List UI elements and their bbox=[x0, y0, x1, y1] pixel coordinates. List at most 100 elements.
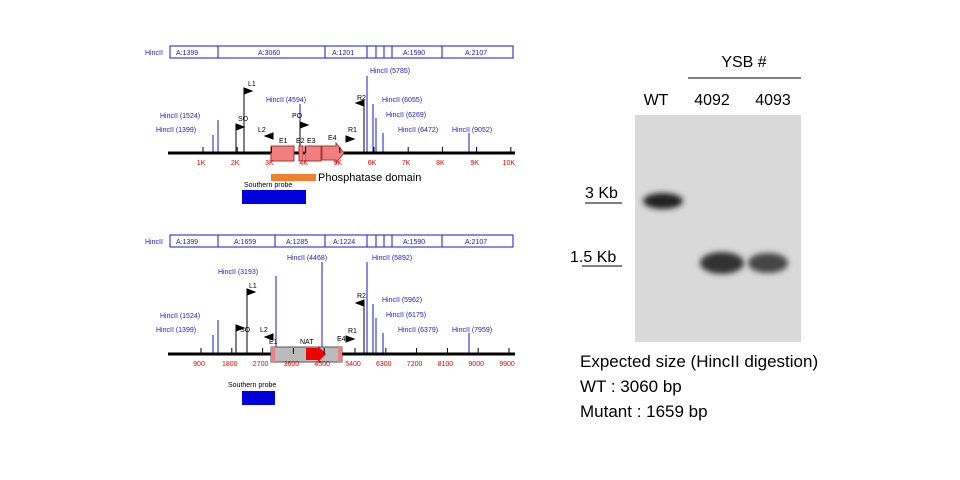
site-label: HincII (7959) bbox=[452, 327, 492, 334]
fragment: A:1285 bbox=[286, 239, 308, 246]
marker-label: 1.5 Kb bbox=[570, 249, 616, 266]
tick-label: 5K bbox=[334, 160, 343, 167]
restriction-cuts bbox=[217, 46, 443, 58]
primer-label: R2 bbox=[357, 293, 366, 300]
axis: 900 1800 2700 3600 4500 5400 6300 7200 8100 9000 9… bbox=[193, 348, 515, 368]
probe-bar bbox=[242, 190, 306, 204]
primer-label: SO bbox=[240, 327, 251, 334]
tick-label: 6300 bbox=[376, 361, 392, 368]
primer-label: L2 bbox=[258, 127, 266, 134]
tick-label: 5400 bbox=[345, 361, 361, 368]
fragment: A:1399 bbox=[176, 50, 198, 57]
note: Mutant : 1659 bp bbox=[580, 402, 708, 421]
fragment: A:2107 bbox=[465, 50, 487, 57]
fragment: A:1201 bbox=[332, 50, 354, 57]
probe-bar bbox=[242, 391, 275, 405]
tick-label: 7K bbox=[402, 160, 411, 167]
feature-label: NAT bbox=[300, 339, 314, 346]
primer-label: SO bbox=[238, 116, 249, 123]
site-label: HincII (1524) bbox=[160, 113, 200, 120]
tick-label: 8K bbox=[436, 160, 445, 167]
note: WT : 3060 bp bbox=[580, 377, 682, 396]
site-label: HincII (3193) bbox=[218, 269, 258, 276]
band bbox=[643, 193, 683, 209]
site-label: HincII (4468) bbox=[287, 255, 327, 262]
restriction-bar bbox=[169, 234, 514, 248]
tick-label: 9K bbox=[470, 160, 479, 167]
lane-label: 4093 bbox=[755, 92, 791, 109]
lane-label: WT bbox=[644, 92, 669, 109]
tick-label: 4500 bbox=[314, 361, 330, 368]
group-label: YSB # bbox=[721, 54, 766, 71]
tick-label: 3K bbox=[265, 160, 274, 167]
tick-label: 900 bbox=[193, 361, 205, 368]
primer-label: PO bbox=[292, 113, 303, 120]
tick-label: 7200 bbox=[407, 361, 423, 368]
tick-label: 6K bbox=[368, 160, 377, 167]
feature-label: E1 bbox=[269, 339, 278, 346]
primer-label: R1 bbox=[348, 328, 357, 335]
probe-label: Southern probe bbox=[228, 382, 276, 389]
marker-label: 3 Kb bbox=[585, 185, 618, 202]
fragment: A:1224 bbox=[333, 239, 355, 246]
fragment: A:3060 bbox=[258, 50, 280, 57]
fragment: A:1590 bbox=[403, 50, 425, 57]
primer-label: R2 bbox=[357, 95, 366, 102]
band bbox=[700, 252, 744, 274]
fragment: A:1590 bbox=[403, 239, 425, 246]
site-label: HincII (6379) bbox=[398, 327, 438, 334]
exon-label: E2 bbox=[296, 138, 305, 145]
tick-label: 9900 bbox=[499, 361, 515, 368]
gel-panel: YSB # WT 4092 4093 3 Kb 1.5 Kb Expected … bbox=[570, 54, 818, 421]
primer-flags bbox=[235, 288, 365, 354]
primer-label: L1 bbox=[248, 81, 256, 88]
axis: 1K 2K 3K 4K 5K 6K 7K 8K 9K 10K bbox=[197, 147, 516, 167]
site-label: HincII (1399) bbox=[156, 327, 196, 334]
restriction-bar bbox=[169, 45, 514, 59]
domain-bar bbox=[271, 174, 316, 181]
tick-label: 3600 bbox=[284, 361, 300, 368]
site-label: HincII (9052) bbox=[452, 127, 492, 134]
site-label: HincII (5962) bbox=[382, 297, 422, 304]
fragment: A:1659 bbox=[234, 239, 256, 246]
tick-label: 8100 bbox=[438, 361, 454, 368]
feature-label: E4 bbox=[337, 336, 346, 343]
exon-label: E3 bbox=[307, 138, 316, 145]
site-label: HincII (1399) bbox=[156, 127, 196, 134]
tick-label: 2700 bbox=[253, 361, 269, 368]
site-label: HincII (6269) bbox=[386, 112, 426, 119]
exon bbox=[271, 347, 275, 362]
gel-image bbox=[635, 115, 801, 342]
lane-label: 4092 bbox=[694, 92, 730, 109]
band bbox=[748, 253, 788, 273]
site-label: HincII (1524) bbox=[160, 313, 200, 320]
tick-label: 4K bbox=[299, 160, 308, 167]
tick-label: 9000 bbox=[468, 361, 484, 368]
site-label: HincII (5892) bbox=[372, 255, 412, 262]
domain-label: Phosphatase domain bbox=[318, 172, 421, 184]
restriction-cuts bbox=[217, 235, 443, 247]
site-label: HincII (4594) bbox=[266, 97, 306, 104]
restriction-label: HincII bbox=[145, 239, 163, 246]
tick-label: 1K bbox=[197, 160, 206, 167]
tick-label: 2K bbox=[231, 160, 240, 167]
fragment: A:1399 bbox=[176, 239, 198, 246]
exon-label: E1 bbox=[279, 138, 288, 145]
primer-label: L1 bbox=[249, 283, 257, 290]
fragment: A:2107 bbox=[465, 239, 487, 246]
primer-label: R1 bbox=[348, 127, 357, 134]
exons bbox=[270, 141, 345, 165]
restriction-label: HincII bbox=[145, 50, 163, 57]
tick-label: 10K bbox=[503, 160, 516, 167]
exon-label: E4 bbox=[328, 135, 337, 142]
primer-label: L2 bbox=[260, 327, 268, 334]
site-label: HincII (6175) bbox=[386, 312, 426, 319]
site-label: HincII (5785) bbox=[370, 68, 410, 75]
probe-label: Southern probe bbox=[244, 182, 292, 189]
site-label: HincII (6055) bbox=[382, 97, 422, 104]
top-map: HincII A:1399 A:3060 A:1201 A:1590 A:210… bbox=[145, 45, 516, 204]
note: Expected size (HincII digestion) bbox=[580, 352, 818, 371]
site-label: HincII (6472) bbox=[398, 127, 438, 134]
nat-arrow bbox=[306, 346, 326, 362]
